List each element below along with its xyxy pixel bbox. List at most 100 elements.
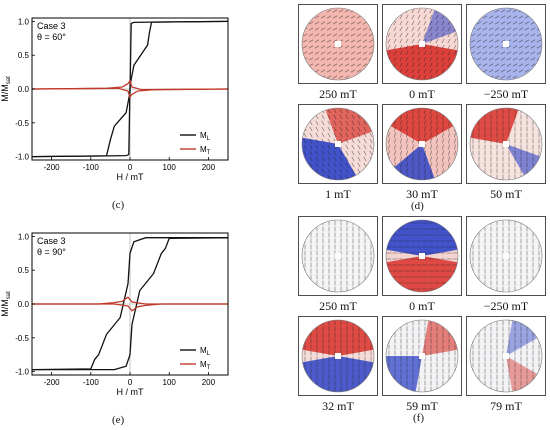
- legend-label-MT: MT: [200, 360, 211, 371]
- magnetization-map-f-0: [298, 216, 378, 296]
- magnetization-map-d-4: [382, 104, 462, 184]
- field-label: 30 mT: [406, 187, 438, 201]
- disk-outline: [469, 219, 543, 293]
- x-tick-label: -100: [83, 163, 100, 172]
- panel-label-f: (f): [413, 412, 424, 424]
- legend-label-MT: MT: [200, 145, 211, 156]
- legend-label-ML: ML: [200, 131, 211, 142]
- disk-outline: [301, 7, 375, 81]
- magnetization-map-f-2: [466, 216, 546, 296]
- y-tick-label: -1.0: [15, 153, 29, 162]
- center-hole: [419, 253, 425, 259]
- disk-outline: [385, 219, 459, 293]
- magnetization-maps-d: 250 mT 0 mT −250 mT 1 mT 30 mT 50 mT: [298, 4, 546, 204]
- field-label: 79 mT: [490, 399, 522, 413]
- y-tick-label: 0.5: [18, 51, 30, 60]
- magnetization-map-d-0: [298, 4, 378, 84]
- series-MT-branch-1: [32, 303, 228, 312]
- magnetization-map-d-5: [466, 104, 546, 184]
- disk-outline: [469, 7, 543, 81]
- domain-region: [506, 320, 538, 356]
- y-tick-label: 1.0: [18, 232, 30, 241]
- x-tick-label: 0: [128, 163, 133, 172]
- magnetization-map-f-5: [466, 316, 546, 396]
- x-tick-label: 100: [163, 163, 177, 172]
- center-hole: [503, 253, 509, 259]
- domain-region: [302, 356, 374, 392]
- case-annotation: Case 3: [37, 21, 66, 31]
- series-MT-branch-1: [31, 87, 229, 99]
- domain-region: [506, 356, 538, 392]
- x-tick-label: -200: [44, 163, 61, 172]
- center-hole: [419, 353, 425, 359]
- field-label: 0 mT: [409, 87, 435, 101]
- x-tick-label: 100: [163, 378, 177, 387]
- x-tick-label: 200: [202, 163, 216, 172]
- series-ML-branch-0: [31, 237, 228, 371]
- field-label: 250 mT: [319, 87, 357, 101]
- disk-outline: [469, 107, 543, 181]
- domain-region: [386, 44, 458, 80]
- y-tick-label: 0.5: [18, 266, 30, 275]
- x-tick-label: 0: [128, 378, 133, 387]
- hysteresis-chart-e: -200 -100 0 100 200 1.0 0.5 0.0 -0.5 -1.0 H / mT M/…: [0, 232, 229, 397]
- case-annotation: θ = 90°: [37, 247, 66, 257]
- field-label: 250 mT: [319, 299, 357, 313]
- disk-outline: [301, 107, 375, 181]
- series-ML-branch-1: [32, 237, 229, 371]
- hysteresis-chart-c: -200 -100 0 100 200 1.0 0.5 0.0 -0.5 -1.0 H / mT M/…: [0, 17, 229, 182]
- magnetization-map-d-2: [466, 4, 546, 84]
- panel-label-c: (c): [112, 199, 125, 211]
- x-axis-label: H / mT: [117, 387, 144, 397]
- disk-outline: [301, 219, 375, 293]
- field-label: 32 mT: [322, 399, 354, 413]
- center-hole: [335, 353, 341, 359]
- x-axis-label: H / mT: [117, 172, 144, 182]
- x-tick-label: 200: [202, 378, 216, 387]
- y-axis-label: M/Msat: [0, 76, 12, 102]
- magnetization-map-f-1: [382, 216, 462, 296]
- y-tick-label: -1.0: [15, 368, 29, 377]
- field-label: 1 mT: [325, 187, 351, 201]
- disk-outline: [385, 319, 459, 393]
- domain-region: [506, 144, 540, 176]
- magnetization-map-f-3: [298, 316, 378, 396]
- series-ML-branch-1: [31, 20, 229, 158]
- legend-label-ML: ML: [200, 346, 211, 357]
- center-hole: [503, 41, 509, 47]
- panel-label-d: (d): [411, 200, 424, 212]
- y-tick-label: -0.5: [15, 119, 29, 128]
- y-tick-label: 0.0: [18, 300, 30, 309]
- case-annotation: Case 3: [37, 236, 66, 246]
- y-axis-label: M/Msat: [0, 291, 12, 317]
- field-label: 50 mT: [490, 187, 522, 201]
- series-ML-branch-0: [31, 20, 229, 158]
- magnetization-map-f-4: [382, 316, 462, 396]
- magnetization-map-d-3: [298, 104, 378, 184]
- disk-outline: [301, 319, 375, 393]
- field-label: 0 mT: [409, 299, 435, 313]
- center-hole: [335, 141, 341, 147]
- magnetization-maps-f: 250 mT 0 mT −250 mT 32 mT 59 mT 79 mT: [298, 216, 546, 416]
- x-tick-label: -200: [44, 378, 61, 387]
- domain-region: [394, 144, 435, 180]
- domain-region: [386, 256, 458, 292]
- center-hole: [335, 253, 341, 259]
- center-hole: [503, 353, 509, 359]
- panel-label-e: (e): [112, 414, 125, 426]
- domain-region: [390, 108, 454, 144]
- disk-outline: [385, 107, 459, 181]
- center-hole: [419, 41, 425, 47]
- disk-regions: [386, 320, 458, 392]
- center-hole: [419, 141, 425, 147]
- field-label: −250 mT: [483, 299, 529, 313]
- magnetization-map-d-1: [382, 4, 462, 84]
- center-hole: [503, 141, 509, 147]
- domain-region: [302, 320, 374, 356]
- disk-outline: [385, 7, 459, 81]
- center-hole: [335, 41, 341, 47]
- domain-region: [325, 108, 372, 144]
- y-tick-label: 1.0: [18, 17, 30, 26]
- disk-outline: [469, 319, 543, 393]
- y-tick-label: -0.5: [15, 334, 29, 343]
